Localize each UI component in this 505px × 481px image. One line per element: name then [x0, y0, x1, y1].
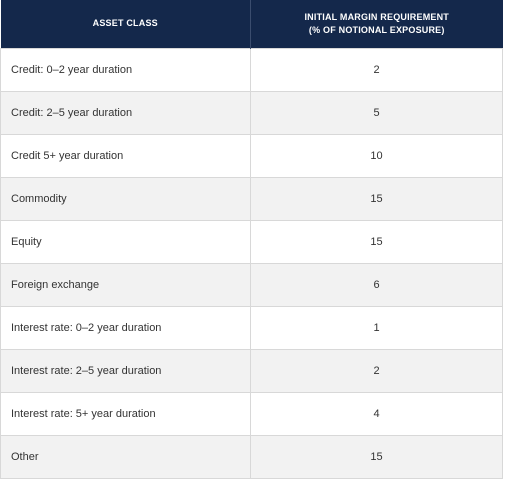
asset-cell: Foreign exchange — [0, 262, 251, 307]
table-row: Equity 15 — [0, 219, 503, 264]
asset-cell: Credit 5+ year duration — [0, 133, 251, 178]
asset-cell: Commodity — [0, 176, 251, 221]
asset-cell: Credit: 0–2 year duration — [0, 47, 251, 92]
table-row: Other 15 — [0, 434, 503, 479]
margin-cell: 4 — [250, 391, 503, 436]
header-asset-class: ASSET CLASS — [0, 0, 251, 48]
table-row: Credit 5+ year duration 10 — [0, 133, 503, 178]
table-row: Interest rate: 0–2 year duration 1 — [0, 305, 503, 350]
table-body: Credit: 0–2 year duration 2 Credit: 2–5 … — [0, 47, 503, 479]
margin-cell: 15 — [250, 219, 503, 264]
margin-cell: 15 — [250, 176, 503, 221]
margin-cell: 6 — [250, 262, 503, 307]
asset-cell: Credit: 2–5 year duration — [0, 90, 251, 135]
table-header: ASSET CLASS INITIAL MARGIN REQUIREMENT (… — [0, 0, 503, 48]
header-initial-margin-line1: INITIAL MARGIN REQUIREMENT — [304, 11, 450, 22]
asset-cell: Interest rate: 2–5 year duration — [0, 348, 251, 393]
margin-cell: 10 — [250, 133, 503, 178]
margin-cell: 2 — [250, 47, 503, 92]
table-row: Foreign exchange 6 — [0, 262, 503, 307]
header-initial-margin: INITIAL MARGIN REQUIREMENT (% OF NOTIONA… — [250, 0, 503, 48]
header-asset-class-label: ASSET CLASS — [92, 18, 158, 29]
table-row: Commodity 15 — [0, 176, 503, 221]
asset-cell: Equity — [0, 219, 251, 264]
table-row: Credit: 2–5 year duration 5 — [0, 90, 503, 135]
margin-cell: 15 — [250, 434, 503, 479]
margin-cell: 1 — [250, 305, 503, 350]
header-initial-margin-line2: (% OF NOTIONAL EXPOSURE) — [308, 24, 445, 35]
table-row: Credit: 0–2 year duration 2 — [0, 47, 503, 92]
table-row: Interest rate: 5+ year duration 4 — [0, 391, 503, 436]
header-row: ASSET CLASS INITIAL MARGIN REQUIREMENT (… — [0, 0, 503, 48]
table-row: Interest rate: 2–5 year duration 2 — [0, 348, 503, 393]
asset-cell: Other — [0, 434, 251, 479]
asset-cell: Interest rate: 0–2 year duration — [0, 305, 251, 350]
asset-cell: Interest rate: 5+ year duration — [0, 391, 251, 436]
margin-cell: 5 — [250, 90, 503, 135]
margin-cell: 2 — [250, 348, 503, 393]
